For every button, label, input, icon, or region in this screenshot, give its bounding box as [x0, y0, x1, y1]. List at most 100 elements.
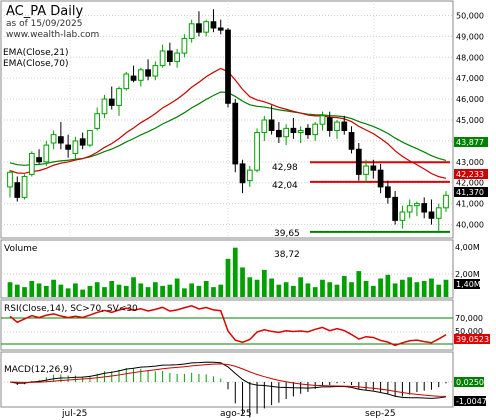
candle-body — [28, 152, 35, 175]
volume-bar — [261, 269, 267, 297]
candle — [116, 86, 122, 116]
annotation-resistance-lower: 42,04 — [272, 181, 298, 191]
candle-body — [297, 129, 304, 134]
candle-body — [7, 171, 13, 188]
price-pane: AC_PA Daily as of 15/09/2025 www.wealth-… — [0, 0, 454, 407]
candle — [312, 122, 319, 141]
rsi-label: RSI(Close,14), SC>70, SV<30 — [4, 304, 138, 314]
site-url: www.wealth-lab.com — [6, 30, 99, 40]
candle — [334, 120, 340, 139]
price-tick-label: 42,000 — [456, 179, 484, 188]
volume-bar — [160, 285, 165, 297]
candle-body — [36, 157, 42, 163]
candle-body — [152, 65, 159, 77]
price-tick-label: 49,000 — [456, 32, 484, 41]
volume-bar — [225, 258, 231, 297]
candle — [261, 115, 268, 141]
candle-body — [94, 113, 101, 129]
ema-slow-legend: EMA(Close,70) — [3, 59, 68, 69]
candle — [414, 201, 420, 217]
volume-bar — [116, 284, 122, 297]
candle-body — [406, 205, 413, 213]
candle — [283, 124, 289, 146]
candle-body — [50, 134, 57, 144]
candle-body — [130, 75, 137, 81]
candle-body — [145, 69, 151, 77]
candle — [254, 128, 260, 173]
candle-body — [217, 27, 224, 31]
volume-bar — [7, 282, 13, 297]
candle-body — [21, 175, 28, 198]
candle — [406, 199, 413, 219]
candle-body — [58, 136, 64, 144]
volume-bar — [51, 279, 56, 297]
price-tick-label: 41,000 — [456, 200, 484, 209]
volume-pane: Volume 38,72 — [0, 239, 454, 299]
x-label-sep: sep-25 — [365, 409, 396, 419]
candle — [152, 61, 159, 81]
volume-bar — [276, 284, 282, 297]
candle — [377, 163, 384, 194]
candle — [188, 19, 195, 43]
volume-bar — [203, 280, 209, 297]
macd-last-badge — [454, 396, 486, 406]
candle-body — [181, 37, 188, 54]
volume-bar — [247, 277, 253, 297]
volume-bar — [22, 287, 27, 297]
candle — [232, 99, 239, 173]
candle-body — [101, 98, 108, 115]
candle-body — [370, 165, 377, 171]
volume-bar — [80, 289, 86, 297]
candle — [130, 65, 137, 83]
ema-fast-value-badge — [454, 169, 488, 179]
volume-bar — [43, 285, 49, 297]
candle — [58, 122, 64, 150]
annotation-support: 39,65 — [274, 229, 300, 239]
candle-body — [334, 121, 340, 131]
rsi-pane: RSI(Close,14), SC>70, SV<30 — [0, 299, 454, 351]
candle-body — [203, 21, 210, 33]
macd-top-badge — [454, 377, 484, 387]
volume-bar — [334, 284, 340, 297]
candle — [50, 130, 57, 150]
volume-bar — [429, 278, 434, 297]
candle-body — [435, 207, 442, 219]
candle-body — [239, 163, 246, 184]
candle-body — [261, 119, 268, 134]
candle — [108, 86, 115, 110]
candle-body — [341, 121, 348, 131]
candle-body — [123, 73, 130, 90]
volume-bar — [291, 285, 296, 297]
candle — [167, 42, 173, 66]
candle — [276, 122, 282, 143]
volume-tick-2m: 2,00M — [455, 270, 480, 279]
candle — [174, 48, 180, 68]
volume-bar — [407, 277, 413, 297]
volume-bar — [298, 277, 304, 297]
rsi-last-value: 39,0523 — [456, 335, 489, 344]
candle — [94, 107, 101, 131]
candle — [43, 140, 50, 166]
candle — [210, 9, 217, 33]
candle-body — [276, 129, 282, 138]
candle-body — [225, 29, 231, 104]
volume-bar — [73, 283, 78, 297]
volume-bar — [320, 279, 325, 297]
volume-bar — [167, 284, 173, 297]
volume-bar — [65, 288, 71, 297]
volume-bar — [29, 280, 35, 297]
candle — [355, 143, 362, 181]
volume-bar — [283, 282, 289, 297]
volume-bar — [123, 285, 129, 297]
rsi-tick-50: 50,000 — [455, 327, 483, 336]
candle-body — [268, 119, 275, 131]
volume-bar — [305, 283, 311, 297]
candle — [305, 124, 311, 139]
candle-body — [283, 127, 289, 138]
candle-body — [428, 211, 435, 219]
rsi-last-badge — [454, 334, 490, 344]
candle — [348, 126, 355, 154]
macd-pane: MACD(12,26,9) — [0, 351, 454, 418]
volume-bar — [341, 276, 347, 297]
